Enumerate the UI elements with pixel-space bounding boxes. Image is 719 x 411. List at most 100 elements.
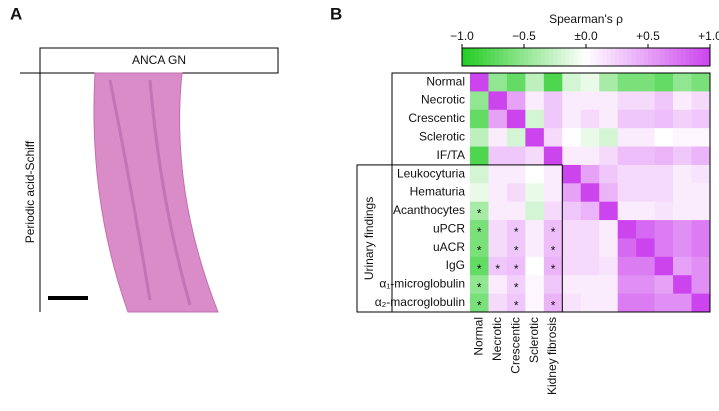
heat-cell — [580, 146, 600, 166]
heat-cell — [562, 109, 582, 129]
heat-cell — [562, 183, 582, 202]
colorbar-step — [536, 48, 542, 66]
heat-cell — [599, 109, 618, 129]
row-label: Hematuria — [410, 185, 466, 199]
colorbar-step — [610, 48, 616, 66]
row-label: Necrotic — [421, 93, 465, 107]
significance-star: * — [514, 262, 519, 276]
row-label: Crescentic — [408, 111, 465, 125]
heat-cell — [636, 183, 655, 202]
heat-cell — [543, 183, 563, 202]
heat-cell — [617, 293, 637, 313]
row-label: uACR — [433, 240, 465, 254]
stain-label: Periodic acid-Schiff — [23, 140, 37, 243]
colorbar-step — [561, 48, 566, 66]
heat-cell — [488, 73, 508, 92]
heat-cell — [506, 220, 526, 239]
heat-cell — [691, 256, 711, 276]
heat-cell — [580, 256, 600, 276]
heat-cell — [673, 91, 692, 111]
heat-cell — [543, 128, 563, 147]
heat-cell — [654, 238, 674, 258]
colorbar-step — [499, 48, 504, 66]
heat-cell — [562, 201, 582, 221]
colorbar-step — [685, 48, 690, 66]
heat-cell — [636, 73, 655, 92]
heat-cell — [562, 128, 582, 147]
heat-cell — [691, 128, 711, 147]
column-label: Crescentic — [508, 317, 522, 374]
heat-cell — [636, 220, 655, 239]
heat-cell — [691, 91, 711, 111]
heat-cell — [654, 183, 674, 202]
heat-cell — [488, 91, 508, 111]
heat-cell — [543, 220, 563, 239]
heat-cell — [525, 183, 545, 202]
heat-cell — [488, 146, 508, 166]
heat-cell — [599, 183, 618, 202]
colorbar-step — [668, 48, 674, 66]
significance-star: * — [514, 225, 519, 239]
heat-cell — [636, 293, 655, 313]
heat-cell — [525, 275, 545, 294]
heat-cell — [506, 91, 526, 111]
heat-cell — [599, 275, 618, 294]
heat-cell — [617, 128, 637, 147]
colorbar-title: Spearman's ρ — [549, 12, 623, 26]
colorbar-step — [552, 48, 558, 66]
colorbar-step — [590, 48, 595, 66]
colorbar-tick-label: +0.5 — [636, 29, 660, 43]
colorbar-step — [672, 48, 678, 66]
significance-star: * — [551, 244, 556, 258]
colorbar-step — [478, 48, 484, 66]
colorbar-step — [573, 48, 579, 66]
heat-cell — [691, 220, 711, 239]
significance-star: * — [514, 280, 519, 294]
heat-cell — [673, 275, 692, 294]
heat-cell — [599, 201, 618, 221]
colorbar-tick-label: −0.5 — [512, 29, 536, 43]
panel-letter: A — [10, 4, 22, 23]
heat-cell — [673, 146, 692, 166]
heat-cell — [636, 256, 655, 276]
heat-cell — [636, 238, 655, 258]
heat-cell — [636, 146, 655, 166]
colorbar-step — [577, 48, 583, 66]
colorbar-step — [557, 48, 562, 66]
heat-cell — [543, 256, 563, 276]
colorbar-step — [676, 48, 682, 66]
heat-cell — [654, 146, 674, 166]
heat-cell — [525, 91, 545, 111]
heat-cell — [673, 293, 692, 313]
heat-cell — [580, 128, 600, 147]
colorbar-step — [524, 48, 529, 66]
heat-cell — [543, 238, 563, 258]
heat-cell — [506, 128, 526, 147]
heat-cell — [673, 201, 692, 221]
heat-cell — [525, 146, 545, 166]
heat-cell — [691, 73, 711, 92]
heat-cell — [691, 293, 711, 313]
heat-cell — [580, 91, 600, 111]
heat-cell — [580, 183, 600, 202]
heat-cell — [470, 201, 489, 221]
heat-cell — [673, 256, 692, 276]
colorbar-tick-label: +1.0 — [698, 29, 719, 43]
heat-cell — [599, 164, 618, 184]
significance-star: * — [477, 299, 482, 313]
colorbar-step — [693, 48, 699, 66]
heat-cell — [599, 146, 618, 166]
heat-cell — [617, 201, 637, 221]
colorbar-step — [606, 48, 612, 66]
heat-cell — [617, 164, 637, 184]
heat-cell — [506, 164, 526, 184]
heat-cell — [617, 73, 637, 92]
heat-cell — [488, 238, 508, 258]
heat-cell — [562, 220, 582, 239]
heat-cell — [673, 183, 692, 202]
heat-cell — [470, 128, 489, 147]
heat-cell — [691, 201, 711, 221]
panel-title: ANCA GN — [132, 53, 186, 67]
heat-cell — [562, 73, 582, 92]
row-label: Normal — [426, 74, 465, 88]
